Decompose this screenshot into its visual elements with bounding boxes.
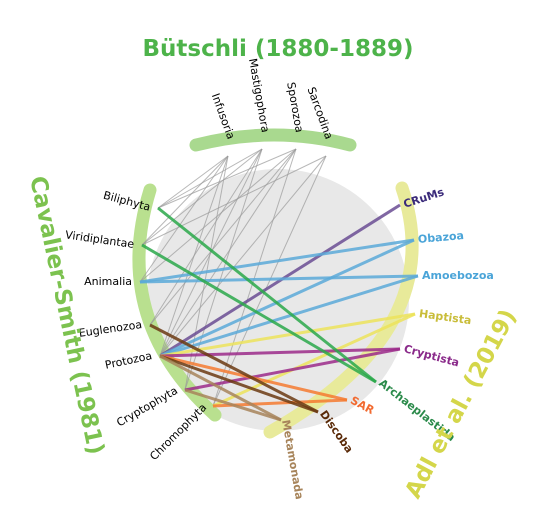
node-label: Cryptista xyxy=(402,342,460,369)
arc-adl xyxy=(263,181,419,439)
node-label: Euglenozoa xyxy=(78,318,143,340)
node-label: Haptista xyxy=(418,307,472,327)
node-label: Viridiplantae xyxy=(64,228,135,251)
node-label: Protozoa xyxy=(104,349,153,372)
edge xyxy=(139,238,415,284)
edge xyxy=(149,323,319,414)
edge xyxy=(159,354,282,422)
edge xyxy=(184,388,282,422)
edge xyxy=(149,148,297,326)
group-title: Bütschli (1880-1889) xyxy=(143,36,414,62)
edge xyxy=(141,148,263,246)
edge xyxy=(159,238,415,358)
node-label: Amoebozoa xyxy=(422,269,494,282)
edge xyxy=(159,354,319,414)
edge xyxy=(157,206,377,384)
edge xyxy=(212,312,416,408)
group-title: Cavalier-Smith (1981) xyxy=(24,174,108,457)
edge xyxy=(159,347,401,358)
edge xyxy=(141,155,229,246)
edge xyxy=(159,203,401,358)
edge xyxy=(149,148,263,326)
edge xyxy=(159,148,263,357)
node-label: Animalia xyxy=(84,275,132,288)
edge xyxy=(159,274,419,358)
edge xyxy=(212,155,327,407)
edge xyxy=(159,148,297,357)
edge xyxy=(157,148,297,209)
node-label: Sporozoa xyxy=(284,81,306,133)
edge xyxy=(157,148,263,209)
node-label: Chromophyta xyxy=(147,401,209,463)
node-label: Infusoria xyxy=(209,92,238,141)
edge xyxy=(184,347,401,392)
node-label: Obazoa xyxy=(417,229,464,246)
node-label: Mastigophora xyxy=(246,57,272,133)
edge xyxy=(141,155,327,246)
edge xyxy=(159,312,416,358)
edge xyxy=(141,243,377,384)
node-label: Cryptophyta xyxy=(114,384,180,429)
edge xyxy=(157,155,229,209)
arc-butschli xyxy=(189,128,357,152)
edge xyxy=(159,155,327,357)
edge xyxy=(139,274,419,284)
